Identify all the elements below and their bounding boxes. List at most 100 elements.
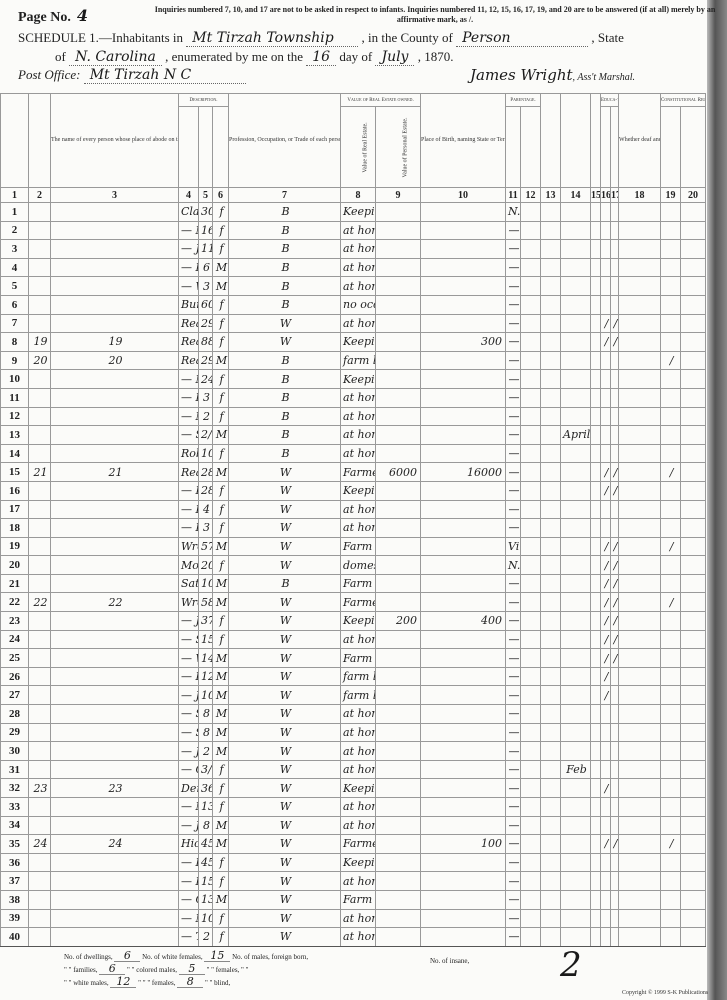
- cell-empty: [618, 815, 662, 836]
- column-header-5: Sex.—Males (M.), Females (F.).: [198, 106, 213, 188]
- cell-fam: [50, 425, 179, 445]
- cell-real: [375, 908, 422, 929]
- cell-empty: [540, 648, 562, 668]
- cell-pers: [420, 927, 507, 947]
- cell-empty: [618, 480, 662, 501]
- cell-n: 40: [0, 927, 29, 947]
- cell-c19: [660, 257, 682, 278]
- cell-real: [375, 666, 422, 687]
- cell-fam: [50, 555, 179, 575]
- cell-empty: [618, 648, 662, 668]
- cell-month: [560, 815, 592, 836]
- cell-empty: [680, 648, 707, 668]
- cell-occ: Keeping house: [340, 332, 377, 352]
- cell-empty: [520, 294, 542, 315]
- cell-c19: [660, 611, 682, 631]
- cell-pers: [420, 518, 507, 538]
- cell-empty: [590, 908, 602, 929]
- cell-n: 3: [0, 239, 29, 259]
- cell-dw: 23: [28, 778, 51, 798]
- cell-dw: [28, 239, 51, 259]
- cell-age: 10: [198, 573, 213, 594]
- table-row: 81919Reade Judith88fWKeeping house300—//: [0, 332, 707, 352]
- cell-age: 28: [198, 480, 213, 501]
- cell-empty: [590, 927, 602, 947]
- cell-age: 2: [198, 741, 213, 761]
- cell-fam: [50, 852, 179, 873]
- cell-name: — Stephen S.: [178, 722, 199, 743]
- cell-real: [375, 332, 422, 352]
- column-number: 3: [50, 187, 179, 203]
- cell-pers: [420, 387, 507, 408]
- cell-empty: [540, 350, 562, 371]
- cell-empty: [680, 592, 707, 613]
- blind-label: " " blind,: [204, 979, 231, 987]
- cell-color: W: [228, 889, 342, 910]
- cell-birth: —: [505, 499, 522, 520]
- group-header-constitutional: Constitutional Relations.: [660, 93, 707, 107]
- cell-age: 2: [198, 406, 213, 427]
- cell-empty: [618, 462, 662, 482]
- cell-occ: at home: [340, 629, 377, 650]
- cell-c19: [660, 369, 682, 389]
- cell-month: [560, 480, 592, 501]
- cell-n: 30: [0, 741, 29, 761]
- cell-month: [560, 611, 592, 631]
- table-row: 322323Dement Mary A.36fWKeeping house—/: [0, 778, 707, 798]
- cell-empty: [680, 499, 707, 520]
- cell-n: 31: [0, 759, 29, 780]
- cell-c19: [660, 480, 682, 501]
- cell-real: [375, 834, 422, 854]
- table-row: 31 — Cathrine3/12fWat home — Feb: [0, 759, 707, 780]
- cell-real: [375, 648, 422, 668]
- cell-pers: [420, 852, 507, 873]
- cell-c17: [610, 759, 620, 780]
- cell-c17: [610, 704, 620, 724]
- cell-birth: —: [505, 797, 522, 817]
- cell-name: — James R.: [178, 815, 199, 836]
- cell-c17: [610, 276, 620, 296]
- cell-c16: /: [600, 462, 612, 482]
- cell-n: 24: [0, 629, 29, 650]
- cell-pers: [420, 797, 507, 817]
- cell-age: 3: [198, 518, 213, 538]
- cell-empty: [680, 294, 707, 315]
- column-number: 5: [198, 187, 213, 203]
- cell-age: 10: [198, 443, 213, 464]
- cell-pers: [420, 629, 507, 650]
- cell-occ: at home: [340, 239, 377, 259]
- cell-fam: [50, 313, 179, 334]
- column-header-2: Families, numbered in the order of visit…: [28, 93, 51, 188]
- cell-birth: —: [505, 666, 522, 687]
- cell-empty: [680, 202, 707, 222]
- cell-empty: [520, 443, 542, 464]
- cell-age: 8: [198, 704, 213, 724]
- cell-empty: [540, 852, 562, 873]
- cell-real: [375, 555, 422, 575]
- cell-birth: —: [505, 350, 522, 371]
- cell-empty: [540, 778, 562, 798]
- cell-fam: [50, 239, 179, 259]
- cell-fam: 20: [50, 350, 179, 371]
- cell-c16: [600, 276, 612, 296]
- cell-empty: [618, 425, 662, 445]
- cell-occ: at home: [340, 406, 377, 427]
- cell-fam: 19: [50, 332, 179, 352]
- cell-c19: [660, 797, 682, 817]
- column-header-20: Male Citizens of U. S. of 21 years of ag…: [680, 106, 707, 188]
- cell-n: 7: [0, 313, 29, 334]
- cell-c19: [660, 499, 682, 520]
- cell-empty: [680, 350, 707, 371]
- cell-birth: —: [505, 852, 522, 873]
- cell-c19: [660, 555, 682, 575]
- cell-c16: [600, 239, 612, 259]
- cell-dw: [28, 797, 51, 817]
- cell-n: 22: [0, 592, 29, 613]
- cell-c16: [600, 704, 612, 724]
- table-row: 6 Burton Sillie60fBno occupation —: [0, 294, 707, 315]
- cell-empty: [520, 722, 542, 743]
- cell-n: 17: [0, 499, 29, 520]
- cell-c19: [660, 666, 682, 687]
- cell-name: — Bettie R.: [178, 480, 199, 501]
- cell-pers: [420, 685, 507, 706]
